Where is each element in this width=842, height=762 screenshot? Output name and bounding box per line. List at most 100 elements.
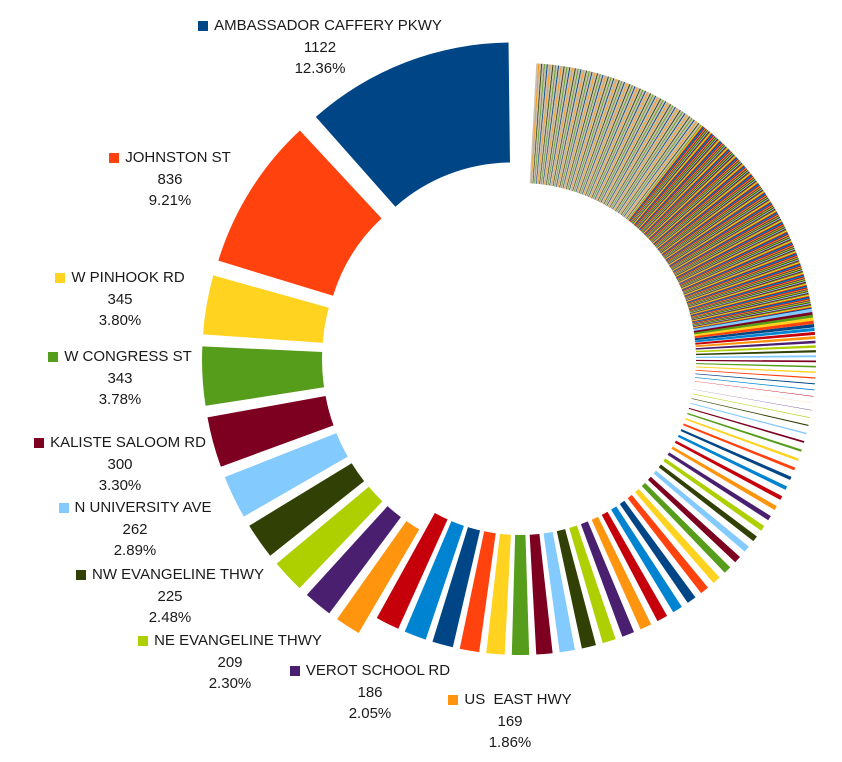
slice-value: 300 [107, 455, 133, 473]
slice-other-thin [690, 287, 808, 317]
slice-percent: 9.21% [148, 191, 192, 209]
slice-other-thin [571, 75, 608, 191]
slice-other-thin [632, 131, 710, 224]
slice-name: W CONGRESS ST [64, 348, 192, 365]
slice-other-thin [675, 220, 782, 277]
slice-other-thin [688, 275, 805, 310]
slice-other-thin [597, 93, 652, 202]
slice-other-thin [660, 181, 758, 255]
slice-other [580, 521, 635, 637]
slice-other-thin [682, 244, 794, 292]
slice-other-thin [534, 63, 545, 184]
slice-other-thin [550, 67, 573, 186]
slice-other-thin [535, 64, 548, 184]
slice-other-thin [645, 151, 732, 237]
slice-other-thin [678, 230, 788, 284]
slice-other-thin [617, 112, 686, 214]
slice-other-thin [690, 288, 808, 318]
slice-value: 209 [217, 653, 243, 671]
slice-other-thin [545, 66, 564, 185]
slice-other-thin [558, 70, 587, 188]
slice-other-thin [656, 172, 751, 249]
slice-other-thin [646, 153, 734, 238]
slice-other-thin [554, 68, 580, 187]
slice-other-thin [570, 75, 607, 191]
slice-other-thin [572, 76, 609, 192]
slice-other-thin [539, 64, 554, 185]
slice-other [601, 511, 668, 622]
slice-other-thin [687, 268, 803, 306]
slice-other-thin [626, 122, 700, 219]
slice-other-thin [674, 218, 782, 276]
slice-other-thin [618, 114, 688, 214]
slice-other [695, 355, 816, 358]
slice-percent: 2.48% [148, 608, 192, 626]
slice-other-thin [547, 66, 567, 186]
slice-other-thin [632, 131, 711, 225]
slice-other-thin [589, 86, 638, 198]
slice-other-thin [656, 171, 750, 248]
slice-other-thin [657, 174, 753, 251]
slice-other-thin [671, 207, 775, 270]
slice-other [694, 381, 814, 397]
slice-other-thin [667, 196, 768, 263]
slice-other-thin [637, 139, 719, 229]
slice-other [687, 412, 802, 452]
slice-other-thin [689, 280, 806, 314]
slice-other-thin [633, 132, 712, 225]
slice-other-thin [576, 78, 616, 193]
slice-other-thin [636, 137, 718, 228]
slice-other-thin [531, 63, 541, 184]
slice-other-thin [668, 201, 772, 266]
slice-other [694, 324, 815, 341]
slice-other-thin [671, 208, 776, 271]
slice-other-thin [658, 176, 754, 251]
slice-other-thin [649, 157, 738, 240]
slice-other-thin [691, 290, 809, 320]
slice-other-thin [648, 157, 738, 240]
label-n-university-ave: N UNIVERSITY AVE 262 2.89% [20, 497, 250, 561]
slice-other-thin [653, 166, 746, 246]
slice-other-thin [614, 108, 680, 211]
slice-other-thin [640, 142, 724, 231]
slice-other-thin [624, 121, 698, 218]
slice-other [627, 494, 709, 594]
slice-other-thin [538, 64, 552, 184]
slice-other-thin [652, 164, 744, 244]
slice-other-thin [532, 63, 543, 184]
slice-other-thin [531, 63, 542, 184]
slice-johnston-st [218, 130, 382, 296]
slice-other-thin [654, 168, 748, 247]
slice-other-thin [680, 238, 791, 289]
slice-other-thin [652, 163, 743, 244]
slice-other-thin [573, 77, 612, 192]
slice-other-thin [676, 225, 785, 280]
slice-other-thin [688, 271, 804, 308]
slice-other [694, 320, 814, 339]
slice-other-thin [673, 214, 779, 274]
slice-other-thin [549, 67, 572, 186]
slice-other [663, 458, 765, 531]
slice-other [556, 529, 596, 649]
legend-swatch [58, 502, 69, 513]
slice-w-pinhook-rd [203, 275, 329, 343]
slice-other-thin [686, 265, 802, 304]
legend-swatch [55, 272, 66, 283]
slice-other-thin [593, 90, 646, 200]
slice-other-thin [630, 128, 707, 223]
slice-other-thin [610, 104, 673, 209]
slice-other [695, 363, 816, 368]
slice-other-thin [664, 190, 765, 260]
slice-other-thin [622, 117, 693, 216]
slice-other [529, 533, 553, 655]
slice-other-thin [687, 268, 803, 307]
slice-other-thin [645, 150, 732, 236]
slice-other [641, 482, 731, 573]
slice-other-thin [635, 135, 715, 227]
slice-other-thin [656, 172, 751, 249]
slice-other-thin [570, 75, 606, 191]
slice-other-thin [598, 93, 653, 202]
slice-other-thin [617, 112, 685, 213]
slice-other-thin [577, 79, 618, 193]
slice-other-thin [605, 100, 666, 206]
